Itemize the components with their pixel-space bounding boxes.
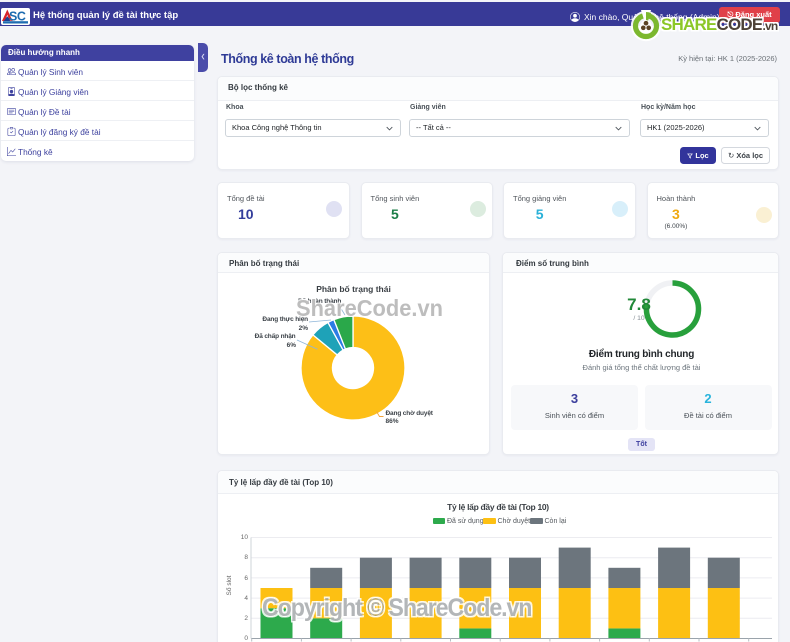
svg-text:SC: SC xyxy=(9,9,26,23)
